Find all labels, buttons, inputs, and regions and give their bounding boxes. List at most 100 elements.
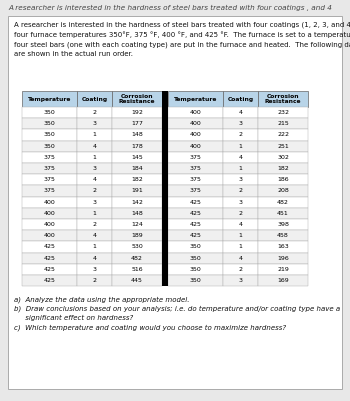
Bar [22,253,77,264]
Bar [258,208,308,219]
Text: 222: 222 [277,132,289,138]
Text: 169: 169 [277,278,289,283]
Bar [22,91,77,107]
Text: 425: 425 [190,211,202,216]
Bar [112,130,162,141]
Text: 451: 451 [277,211,289,216]
Bar [168,185,223,196]
Bar [223,152,258,163]
Bar [22,174,77,185]
Bar [22,163,77,174]
Text: 2: 2 [92,110,97,115]
Bar [258,241,308,253]
Bar [22,152,77,163]
Text: 425: 425 [43,267,55,272]
Bar [77,275,112,286]
Bar [77,91,112,107]
Bar [168,275,223,286]
Text: 1: 1 [239,166,243,171]
Text: Corrosion
Resistance: Corrosion Resistance [119,93,155,104]
Text: 186: 186 [277,177,289,182]
Text: 375: 375 [190,177,202,182]
Text: 163: 163 [277,245,289,249]
Text: 398: 398 [277,222,289,227]
Bar [168,163,223,174]
Text: 3: 3 [238,278,243,283]
Text: 2: 2 [238,132,243,138]
Text: 425: 425 [43,245,55,249]
Bar [112,275,162,286]
Text: 400: 400 [190,132,201,138]
Text: 2: 2 [92,278,97,283]
Bar [112,230,162,241]
Bar [77,230,112,241]
Bar [22,275,77,286]
Bar [168,174,223,185]
Bar [168,130,223,141]
Text: 375: 375 [43,155,55,160]
Text: 4: 4 [92,233,97,238]
Text: b)  Draw conclusions based on your analysis; i.e. do temperature and/or coating : b) Draw conclusions based on your analys… [14,306,340,312]
Bar [112,241,162,253]
Text: 400: 400 [44,200,55,205]
Text: 3: 3 [238,200,243,205]
Text: 2: 2 [92,222,97,227]
Text: 350: 350 [44,110,55,115]
Bar [112,107,162,118]
Bar [22,107,77,118]
Text: 1: 1 [92,155,97,160]
Bar [22,141,77,152]
Text: 215: 215 [277,121,289,126]
Bar [77,130,112,141]
Bar [77,185,112,196]
Text: 4: 4 [92,177,97,182]
Text: 400: 400 [190,121,201,126]
Bar [112,208,162,219]
Bar [168,230,223,241]
Bar [168,107,223,118]
Text: 375: 375 [43,188,55,194]
Text: 232: 232 [277,110,289,115]
Text: 458: 458 [277,233,289,238]
Text: 350: 350 [190,256,201,261]
Text: 4: 4 [238,256,243,261]
Bar [223,91,258,107]
Text: 2: 2 [238,267,243,272]
Text: significant effect on hardness?: significant effect on hardness? [14,315,133,321]
Bar [77,264,112,275]
Text: 425: 425 [43,256,55,261]
Bar [168,118,223,130]
Text: 3: 3 [238,177,243,182]
Text: 375: 375 [43,166,55,171]
Text: 208: 208 [277,188,289,194]
Bar [168,219,223,230]
Text: 1: 1 [92,211,97,216]
Bar [77,174,112,185]
Bar [223,130,258,141]
Bar [112,219,162,230]
Text: 196: 196 [277,256,289,261]
Text: 425: 425 [190,200,202,205]
Text: 482: 482 [277,200,289,205]
Text: Temperature: Temperature [28,97,71,101]
Bar [168,264,223,275]
Text: 400: 400 [44,211,55,216]
Bar [22,208,77,219]
Text: Temperature: Temperature [174,97,217,101]
Bar [168,141,223,152]
Text: 145: 145 [131,155,143,160]
Bar [223,174,258,185]
Text: 182: 182 [131,177,143,182]
Text: 251: 251 [277,144,289,149]
Bar [22,230,77,241]
Text: 1: 1 [239,233,243,238]
Text: four furnace temperatures 350°F, 375 °F, 400 °F, and 425 °F.  The furnace is set: four furnace temperatures 350°F, 375 °F,… [14,32,350,38]
Bar [258,230,308,241]
Bar [168,253,223,264]
Bar [112,118,162,130]
Text: 219: 219 [277,267,289,272]
Text: 400: 400 [44,233,55,238]
Bar [223,253,258,264]
Bar [77,163,112,174]
Bar [258,130,308,141]
